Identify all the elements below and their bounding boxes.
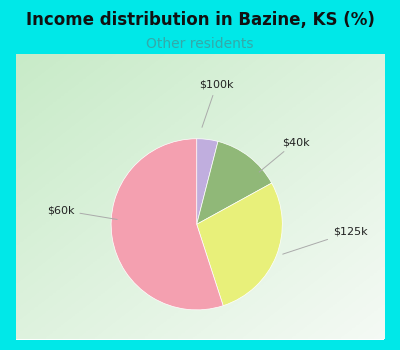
Wedge shape [197, 141, 272, 224]
Text: Income distribution in Bazine, KS (%): Income distribution in Bazine, KS (%) [26, 11, 374, 29]
Wedge shape [197, 183, 282, 306]
Wedge shape [197, 139, 218, 224]
Text: $60k: $60k [47, 205, 117, 219]
Text: $100k: $100k [199, 80, 234, 127]
Wedge shape [111, 139, 223, 310]
Text: $125k: $125k [283, 227, 368, 254]
Text: Other residents: Other residents [146, 37, 254, 51]
Text: $40k: $40k [259, 137, 309, 172]
